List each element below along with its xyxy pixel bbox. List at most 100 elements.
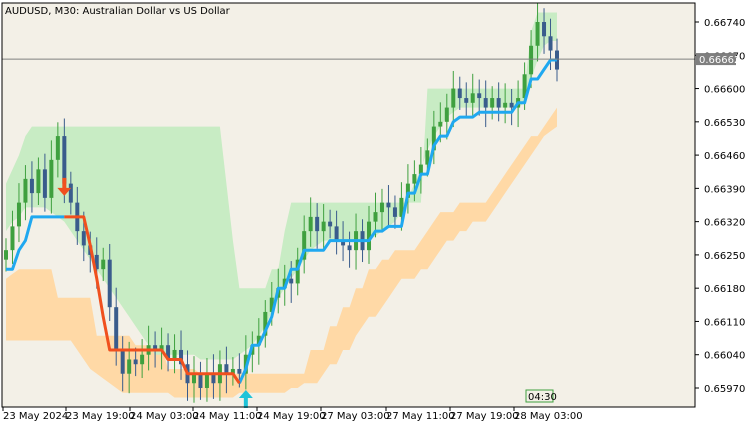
candle <box>464 82 469 117</box>
candle-body <box>10 226 15 251</box>
candle-body <box>509 102 514 108</box>
candle-body <box>81 231 86 246</box>
candle <box>55 122 60 178</box>
candle <box>347 231 352 268</box>
candle-body <box>127 359 132 374</box>
candle-body <box>496 98 501 108</box>
candle-body <box>321 221 326 232</box>
candle <box>509 89 514 126</box>
price-tick-label: 0.66530 <box>704 118 745 129</box>
candle-body <box>29 178 34 194</box>
candle <box>321 204 326 251</box>
candle <box>211 354 216 399</box>
candle-body <box>373 212 378 222</box>
chart-title: AUDUSD, M30: Australian Dollar vs US Dol… <box>5 6 231 17</box>
candle-body <box>405 183 410 198</box>
candle <box>490 86 495 120</box>
candle <box>418 147 423 194</box>
candle <box>133 347 138 377</box>
candle-body <box>470 93 475 103</box>
candle-body <box>120 349 125 374</box>
bar-timer-value: 04:30 <box>528 392 557 403</box>
candle-body <box>483 98 488 108</box>
candle <box>140 339 145 379</box>
candle <box>36 157 41 205</box>
candle-body <box>444 107 449 122</box>
candle <box>451 70 456 128</box>
price-tick-label: 0.66040 <box>704 351 745 362</box>
candle-body <box>94 254 99 270</box>
candle-body <box>16 202 21 227</box>
candle-body <box>49 159 54 198</box>
candle <box>166 333 171 372</box>
candle-body <box>431 126 436 151</box>
candle-body <box>153 345 158 350</box>
candle <box>302 215 307 274</box>
time-tick-label: 23 May 19:00 <box>66 411 135 422</box>
candle <box>503 83 508 124</box>
candle <box>10 210 15 264</box>
signal-arrow-up-icon <box>238 389 253 408</box>
candle-body <box>308 216 313 232</box>
candle-body <box>179 349 184 365</box>
candle-body <box>295 259 300 284</box>
candle-body <box>328 221 333 227</box>
candle <box>16 183 21 243</box>
price-tick-label: 0.66390 <box>704 184 745 195</box>
candle <box>204 358 209 402</box>
time-tick-label: 24 May 19:00 <box>257 411 326 422</box>
trend-line-down <box>64 215 241 385</box>
candle-body <box>282 278 287 289</box>
candle-body <box>535 22 540 46</box>
candle <box>328 209 333 239</box>
candle <box>224 346 229 394</box>
candle-body <box>133 359 138 365</box>
time-tick-label: 27 May 19:00 <box>450 411 519 422</box>
candle-body <box>224 364 229 374</box>
candle <box>470 73 475 119</box>
candle-body <box>68 183 73 203</box>
candle-body <box>490 98 495 108</box>
candle <box>405 164 410 214</box>
candle-body <box>198 373 203 388</box>
candle-body <box>263 311 268 336</box>
candle-body <box>256 335 261 346</box>
time-tick-label: 28 May 03:00 <box>514 411 583 422</box>
candle <box>191 356 196 403</box>
candle-body <box>4 250 8 260</box>
candle-body <box>211 373 216 384</box>
candle-body <box>36 169 41 194</box>
candle <box>29 161 34 213</box>
candle <box>315 203 320 249</box>
candle <box>483 80 488 128</box>
price-tick-label: 0.66180 <box>704 284 745 295</box>
candle <box>107 243 112 321</box>
price-tick-label: 0.66740 <box>704 18 745 29</box>
candle-body <box>289 278 294 284</box>
candle-body <box>477 93 482 99</box>
candle-body <box>42 169 47 198</box>
candle-body <box>230 368 235 374</box>
candle-body <box>237 368 242 374</box>
candle-body <box>334 226 339 241</box>
candle <box>367 205 372 264</box>
signal-arrows-layer <box>57 177 253 408</box>
candle <box>263 300 268 348</box>
time-tick-label: 27 May 11:00 <box>386 411 455 422</box>
candle-body <box>23 178 28 203</box>
time-tick-label: 23 May 2024 <box>3 411 68 422</box>
candle-body <box>341 240 346 246</box>
candle <box>542 8 547 54</box>
candle <box>477 79 482 116</box>
trend-layer <box>6 58 557 385</box>
candle <box>256 318 261 365</box>
time-tick-label: 24 May 11:00 <box>193 411 262 422</box>
candle-body <box>191 373 196 384</box>
candle-body <box>55 136 60 160</box>
candle-body <box>438 121 443 127</box>
candle-body <box>399 197 404 217</box>
candle <box>431 110 436 165</box>
trend-line-up <box>6 215 65 271</box>
